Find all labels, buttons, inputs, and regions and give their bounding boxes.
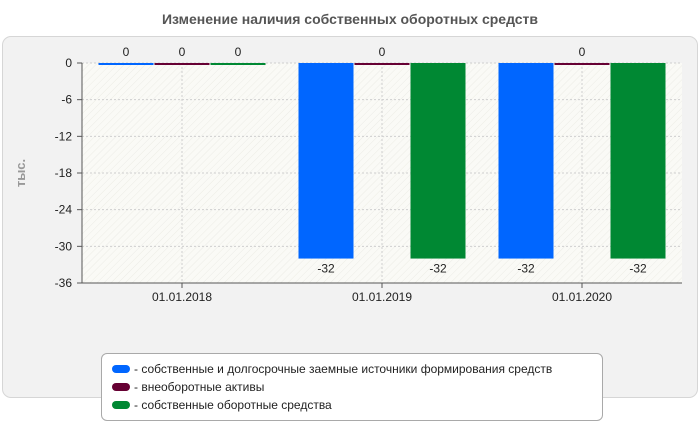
data-label: 0	[179, 45, 186, 59]
chart-title: Изменение наличия собственных оборотных …	[161, 11, 539, 27]
data-label: 0	[379, 45, 386, 59]
legend-label-noncurrent-assets: - внеоборотные активы	[134, 380, 265, 394]
bar	[354, 63, 410, 65]
legend-swatch-working-capital	[112, 401, 130, 409]
x-tick-label: 01.01.2019	[352, 290, 412, 304]
data-label: -32	[517, 262, 535, 276]
bar	[410, 63, 466, 259]
data-label: -32	[429, 262, 447, 276]
bar	[498, 63, 554, 259]
legend-swatch-noncurrent-assets	[112, 383, 130, 391]
y-tick-label: 0	[65, 56, 72, 70]
bar	[554, 63, 610, 65]
data-label: 0	[235, 45, 242, 59]
data-label: -32	[317, 262, 335, 276]
y-axis-title: тыс.	[13, 159, 28, 187]
y-tick-label: -18	[55, 166, 73, 180]
y-tick-label: -6	[61, 93, 72, 107]
legend-item-sources: - собственные и долгосрочные заемные ист…	[112, 360, 552, 378]
legend-label-sources: - собственные и долгосрочные заемные ист…	[134, 362, 553, 376]
legend-item-noncurrent-assets: - внеоборотные активы	[112, 378, 264, 396]
x-tick-label: 01.01.2018	[152, 290, 212, 304]
bar	[610, 63, 666, 259]
bar	[154, 63, 210, 65]
y-tick-label: -36	[55, 276, 73, 290]
legend-label-working-capital: - собственные оборотные средства	[134, 398, 332, 412]
bar	[210, 63, 266, 65]
x-tick-label: 01.01.2020	[552, 290, 612, 304]
y-tick-label: -30	[55, 239, 73, 253]
bar	[298, 63, 354, 259]
chart-panel: 0 -6 -12 -18 -24 -30 -36 тыс. 01.01.2018 0 0 0 01.01…	[2, 36, 698, 421]
legend-swatch-sources	[112, 365, 130, 373]
y-tick-label: -24	[55, 203, 73, 217]
data-label: 0	[579, 45, 586, 59]
data-label: 0	[123, 45, 130, 59]
data-label: -32	[629, 262, 647, 276]
chart-plot: 0 -6 -12 -18 -24 -30 -36 тыс. 01.01.2018 0 0 0 01.01…	[13, 45, 682, 304]
chart-legend: - собственные и долгосрочные заемные ист…	[101, 353, 603, 421]
legend-item-working-capital: - собственные оборотные средства	[112, 396, 332, 414]
y-tick-label: -12	[55, 129, 73, 143]
bar	[98, 63, 154, 65]
